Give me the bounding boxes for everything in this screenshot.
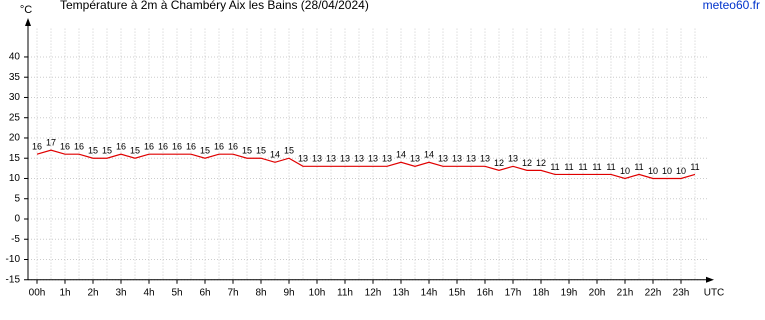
data-label: 10 (648, 166, 658, 176)
data-label: 13 (312, 154, 322, 164)
x-tick-label: 19h (561, 287, 578, 298)
x-tick-label: 12h (365, 287, 382, 298)
x-tick-label: 5h (171, 287, 182, 298)
data-label: 14 (396, 150, 406, 160)
y-tick-label: 5 (14, 193, 20, 204)
data-label: 16 (32, 142, 42, 152)
x-tick-label: 17h (505, 287, 522, 298)
data-label: 15 (130, 146, 140, 156)
data-label: 13 (438, 154, 448, 164)
x-tick-label: 10h (309, 287, 326, 298)
y-tick-label: 30 (9, 92, 21, 103)
x-tick-label: 20h (589, 287, 606, 298)
data-label: 11 (690, 162, 699, 172)
x-tick-label: 15h (449, 287, 466, 298)
data-label: 13 (466, 154, 476, 164)
y-tick-label: -15 (6, 274, 21, 285)
data-label: 16 (74, 142, 84, 152)
data-label: 16 (60, 142, 70, 152)
data-label: 12 (536, 158, 546, 168)
data-label: 15 (102, 146, 112, 156)
data-label: 16 (158, 142, 168, 152)
x-tick-label: 4h (143, 287, 154, 298)
data-label: 13 (410, 154, 420, 164)
data-label: 11 (564, 162, 573, 172)
data-label: 11 (592, 162, 601, 172)
x-tick-label: 23h (673, 287, 690, 298)
data-label: 13 (508, 154, 518, 164)
temperature-line (36, 149, 696, 180)
data-label: 11 (578, 162, 587, 172)
data-label: 16 (186, 142, 196, 152)
x-tick-label: 8h (255, 287, 266, 298)
data-label: 15 (284, 146, 294, 156)
y-axis-arrow (25, 18, 31, 26)
data-label: 16 (144, 142, 154, 152)
y-tick-label: 40 (9, 52, 21, 63)
data-label: 17 (46, 137, 56, 147)
y-tick-label: 0 (14, 214, 20, 225)
data-label: 13 (452, 154, 462, 164)
data-label: 13 (480, 154, 490, 164)
data-label: 16 (172, 142, 182, 152)
data-label: 13 (354, 154, 364, 164)
x-tick-label: 14h (421, 287, 438, 298)
x-tick-label: 16h (477, 287, 494, 298)
x-tick-label: 11h (337, 287, 353, 298)
data-label: 11 (606, 162, 615, 172)
x-tick-label: 1h (59, 287, 70, 298)
data-label: 15 (200, 146, 210, 156)
data-label: 13 (368, 154, 378, 164)
x-tick-label: 22h (645, 287, 662, 298)
x-tick-label: 7h (227, 287, 238, 298)
data-label: 16 (214, 142, 224, 152)
data-label: 15 (256, 146, 266, 156)
x-tick-label: 13h (393, 287, 410, 298)
y-tick-label: 15 (9, 153, 21, 164)
x-axis-label: UTC (704, 288, 725, 299)
y-tick-label: 35 (9, 72, 21, 83)
y-tick-label: -10 (6, 254, 21, 265)
y-tick-label: -5 (11, 234, 20, 245)
source-link[interactable]: meteo60.fr (703, 0, 760, 12)
data-label: 15 (242, 146, 252, 156)
data-label: 10 (620, 166, 630, 176)
x-tick-label: 9h (283, 287, 294, 298)
y-tick-label: 20 (9, 133, 21, 144)
data-label: 12 (522, 158, 532, 168)
data-label: 13 (340, 154, 350, 164)
y-tick-label: 25 (9, 112, 21, 123)
y-tick-label: 10 (9, 173, 21, 184)
y-axis-label: °C (20, 4, 32, 16)
data-label: 16 (116, 142, 126, 152)
x-tick-label: 3h (115, 287, 126, 298)
x-tick-label: 2h (87, 287, 98, 298)
data-label: 11 (550, 162, 559, 172)
data-label: 13 (382, 154, 392, 164)
data-label: 11 (634, 162, 643, 172)
data-label: 13 (298, 154, 308, 164)
x-tick-label: 18h (533, 287, 550, 298)
data-label: 13 (326, 154, 336, 164)
chart-title: Température à 2m à Chambéry Aix les Bain… (60, 0, 369, 12)
data-label: 12 (494, 158, 504, 168)
data-label: 16 (228, 142, 238, 152)
data-label: 14 (424, 150, 434, 160)
data-label: 15 (88, 146, 98, 156)
data-label: 10 (662, 166, 672, 176)
x-tick-label: 00h (29, 287, 46, 298)
x-tick-label: 21h (617, 287, 634, 298)
data-label: 14 (270, 150, 280, 160)
data-label: 10 (676, 166, 686, 176)
x-axis-arrow (706, 276, 714, 283)
x-tick-label: 6h (199, 287, 210, 298)
